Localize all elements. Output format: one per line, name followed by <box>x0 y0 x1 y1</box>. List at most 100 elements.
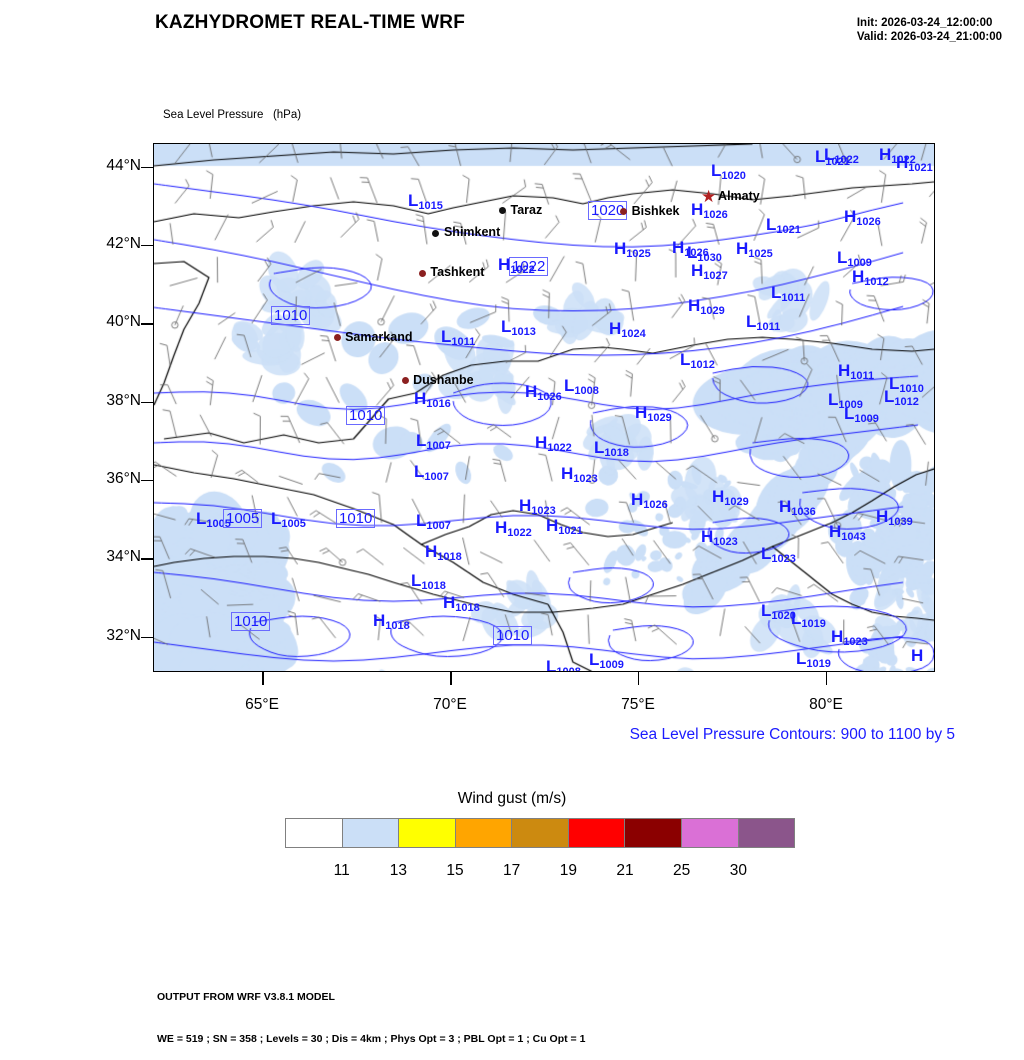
pressure-value: 1022 <box>547 442 572 454</box>
pressure-symbol: H <box>691 200 704 219</box>
pressure-value: 1011 <box>756 321 781 333</box>
high-pressure-marker: H1026 <box>844 207 881 228</box>
pressure-symbol: H <box>672 238 685 257</box>
colorbar-swatch <box>625 819 682 847</box>
pressure-symbol: H <box>546 516 559 535</box>
high-pressure-marker: H1023 <box>561 464 598 485</box>
pressure-value: 1043 <box>841 531 866 543</box>
pressure-value: 1008 <box>574 385 599 397</box>
low-pressure-marker: L1008 <box>564 376 599 397</box>
capital-star-icon: ★ <box>701 187 717 207</box>
city-label: Shimkent <box>443 225 501 240</box>
pressure-value: 1025 <box>626 248 651 260</box>
low-pressure-marker: L1015 <box>408 191 443 212</box>
contour-caption: Sea Level Pressure Contours: 900 to 1100… <box>629 726 955 743</box>
high-pressure-marker: H1024 <box>609 319 646 340</box>
colorbar-swatch <box>399 819 456 847</box>
low-pressure-marker: L1013 <box>501 317 536 338</box>
pressure-value: 1011 <box>781 292 806 304</box>
pressure-value: 1005 <box>281 518 306 530</box>
lat-tick-label: 44°N <box>106 156 141 174</box>
isobar-label: 1010 <box>346 406 386 425</box>
pressure-symbol: H <box>688 296 701 315</box>
high-pressure-marker: H1021 <box>896 153 933 174</box>
pressure-value: 1012 <box>690 359 715 371</box>
low-pressure-marker: L1020 <box>761 601 796 622</box>
pressure-value: 1029 <box>700 305 725 317</box>
city-dot <box>401 377 409 385</box>
pressure-value: 1029 <box>724 496 749 508</box>
pressure-value: 1012 <box>894 396 919 408</box>
pressure-symbol: L <box>884 387 895 406</box>
pressure-symbol: L <box>408 191 419 210</box>
pressure-symbol: H <box>779 497 792 516</box>
colorbar-tick: 19 <box>559 862 577 879</box>
pressure-symbol: L <box>746 312 757 331</box>
lat-tick-label: 34°N <box>106 548 141 566</box>
pressure-symbol: L <box>837 248 848 267</box>
colorbar-swatch <box>738 819 795 847</box>
city-dot <box>418 269 426 277</box>
weather-map[interactable]: L1015 L1020 L1021 L1022 H1022 H1021 H1026 L1021… <box>153 143 935 672</box>
low-pressure-marker: L1011 <box>771 283 806 304</box>
colorbar-swatch <box>512 819 569 847</box>
colorbar-tick: 30 <box>729 862 747 879</box>
pressure-value: 1010 <box>899 383 924 395</box>
pressure-symbol: L <box>594 438 605 457</box>
high-pressure-marker: H1012 <box>852 267 889 288</box>
colorbar-swatch <box>681 819 739 847</box>
pressure-symbol: L <box>501 317 512 336</box>
pressure-symbol: L <box>766 215 777 234</box>
high-pressure-marker: H1021 <box>546 516 583 537</box>
lat-tick-mark <box>141 636 153 639</box>
lon-tick-mark <box>825 672 828 685</box>
pressure-symbol: L <box>771 283 782 302</box>
pressure-value: 1011 <box>850 370 875 382</box>
pressure-symbol: L <box>416 511 427 530</box>
footer-line-1: OUTPUT FROM WRF V3.8.1 MODEL <box>157 991 335 1003</box>
high-pressure-marker: H1029 <box>688 296 725 317</box>
isobar-label: 1022 <box>509 257 549 276</box>
low-pressure-marker: L1007 <box>414 462 449 483</box>
pressure-value: 1019 <box>801 618 826 630</box>
colorbar-tick: 15 <box>446 862 464 879</box>
pressure-value: 1026 <box>537 391 562 403</box>
high-pressure-marker: H1011 <box>838 361 875 382</box>
isobar-label: 1010 <box>336 509 376 528</box>
low-pressure-marker: L1012 <box>884 387 919 408</box>
pressure-symbol: L <box>271 509 282 528</box>
pressure-symbol: H <box>829 522 842 541</box>
pressure-symbol: H <box>609 319 622 338</box>
city-dot <box>333 334 341 342</box>
colorbar-swatch <box>342 819 400 847</box>
pressure-symbol: L <box>589 650 600 669</box>
pressure-value: 1018 <box>421 580 446 592</box>
high-pressure-marker: H1023 <box>831 627 868 648</box>
high-pressure-marker: H1022 <box>879 145 916 166</box>
pressure-symbol: L <box>411 571 422 590</box>
low-pressure-marker: L1021 <box>766 215 801 236</box>
map-raster-canvas <box>154 144 934 671</box>
lon-tick-label: 65°E <box>245 696 279 713</box>
low-pressure-marker: L1023 <box>761 544 796 565</box>
lat-tick-mark <box>141 244 153 247</box>
low-pressure-marker: L1012 <box>680 350 715 371</box>
pressure-value: 1026 <box>643 499 668 511</box>
high-pressure-marker: H1018 <box>443 593 480 614</box>
lat-tick-label: 42°N <box>106 234 141 252</box>
pressure-value: 1026 <box>684 247 709 259</box>
high-pressure-marker: H1022 <box>535 433 572 454</box>
pressure-symbol: L <box>791 609 802 628</box>
lon-tick-label: 80°E <box>809 696 843 713</box>
city-dot <box>499 207 507 215</box>
city-dot <box>432 229 440 237</box>
pressure-value: 1022 <box>510 264 535 276</box>
low-pressure-marker: L1008 <box>546 657 581 671</box>
low-pressure-marker: L1007 <box>416 511 451 532</box>
pressure-value: 1023 <box>843 636 868 648</box>
lon-tick-mark <box>450 672 452 685</box>
pressure-value: 1029 <box>647 412 672 424</box>
map-annotation-overlay: L1015 L1020 L1021 L1022 H1022 H1021 H1026 L1021… <box>154 144 934 671</box>
pressure-value: 1023 <box>573 473 598 485</box>
wind-gust-colorbar <box>285 818 795 848</box>
